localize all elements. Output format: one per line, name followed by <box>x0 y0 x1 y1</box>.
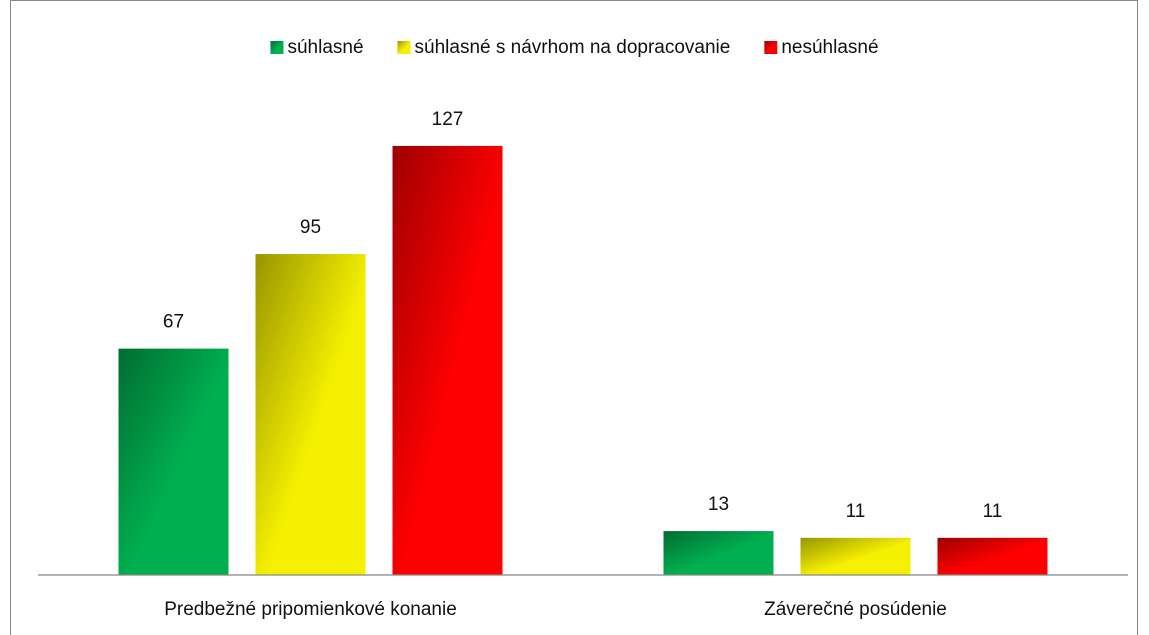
bar <box>392 145 503 575</box>
bar <box>118 348 229 575</box>
legend-swatch <box>764 41 778 54</box>
data-label: 127 <box>432 109 464 130</box>
data-label: 95 <box>300 217 321 238</box>
legend-swatch <box>397 41 411 54</box>
bar <box>255 254 366 576</box>
bar <box>663 531 774 575</box>
bar <box>800 537 911 575</box>
chart-border <box>10 0 1138 635</box>
data-label: 67 <box>163 312 184 333</box>
data-label: 11 <box>983 501 1003 522</box>
legend-label: nesúhlasné <box>781 37 878 58</box>
bar <box>937 537 1048 575</box>
data-label: 11 <box>846 501 866 522</box>
legend: súhlasné súhlasné s návrhom na dopracovan… <box>270 37 879 58</box>
x-tick-label: Predbežné pripomienkové konanie <box>164 599 457 620</box>
data-label: 13 <box>708 494 729 515</box>
legend-swatch <box>270 41 284 54</box>
x-tick-label: Záverečné posúdenie <box>764 599 947 620</box>
legend-label: súhlasné s návrhom na dopracovanie <box>415 37 731 58</box>
legend-label: súhlasné <box>287 37 363 58</box>
